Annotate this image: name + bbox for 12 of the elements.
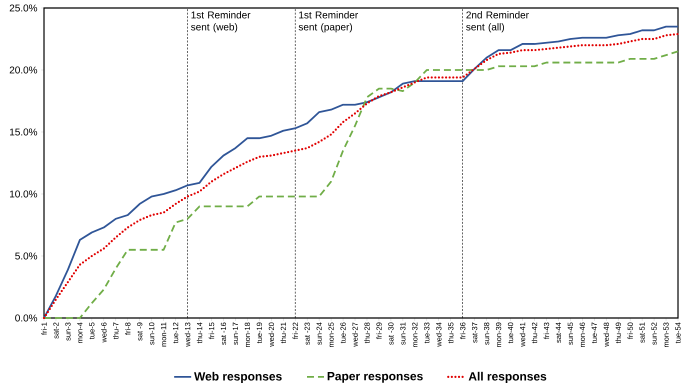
y-tick-label: 5.0% — [15, 252, 38, 260]
ref-line-label: 2nd Reminder sent (all) — [466, 11, 529, 32]
legend-label: All responses — [468, 372, 546, 383]
ref-line-label: 1st Reminder sent (web) — [191, 11, 250, 32]
y-tick-label: 10.0% — [10, 190, 38, 198]
y-tick-label: 0.0% — [15, 314, 38, 322]
y-tick-label: 20.0% — [10, 66, 38, 74]
y-tick-label: 25.0% — [10, 4, 38, 12]
ref-line-label: 1st Reminder sent (paper) — [298, 11, 358, 32]
y-tick-label: 15.0% — [10, 128, 38, 136]
legend-label: Web responses — [194, 372, 282, 383]
legend-label: Paper responses — [328, 372, 423, 383]
